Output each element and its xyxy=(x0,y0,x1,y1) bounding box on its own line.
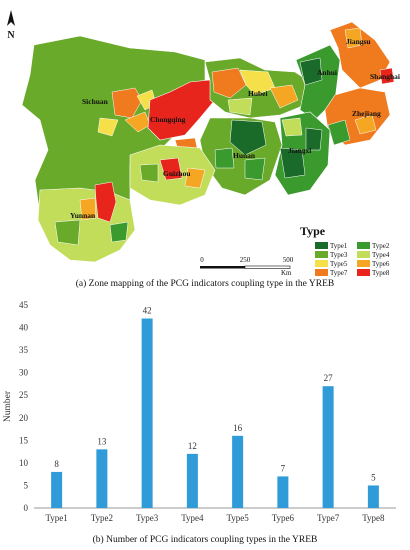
label-chongqing: Chongqing xyxy=(150,115,186,124)
data-label-type8: 5 xyxy=(371,472,376,482)
label-guizhou: Guizhou xyxy=(163,169,191,178)
bar-chart-panel: 0 5 10 15 20 25 30 35 40 45 8 Type1 13 Type2 42 Type3 1… xyxy=(0,290,410,550)
legend-title: Type xyxy=(300,224,326,238)
y-tick-label: 40 xyxy=(19,323,29,333)
label-hunan: Hunan xyxy=(233,151,256,160)
legend-items: Type1 Type2 Type3 Type4 Type5 Type6 Type7 Type8 xyxy=(315,242,390,277)
label-jiangxi: Jiangxi xyxy=(288,146,311,155)
legend-label-type1: Type1 xyxy=(330,242,348,250)
x-tick-label-type4: Type4 xyxy=(181,513,204,523)
data-label-type1: 8 xyxy=(54,459,59,469)
legend-label-type3: Type3 xyxy=(330,251,348,259)
y-tick-label: 10 xyxy=(19,458,29,468)
x-tick-label-type2: Type2 xyxy=(91,513,113,523)
x-tick-label-type3: Type3 xyxy=(136,513,159,523)
x-tick-label-type6: Type6 xyxy=(272,513,295,523)
label-shanghai: Shanghai xyxy=(370,72,400,81)
chart-bars xyxy=(51,318,379,508)
scale-label-0: 0 xyxy=(200,256,204,264)
bar-type4 xyxy=(186,453,198,508)
scale-unit: Km xyxy=(281,269,292,277)
legend-swatch-type6 xyxy=(357,260,370,267)
chart-labels: 8 Type1 13 Type2 42 Type3 12 Type4 16 Type5 7 Type6… xyxy=(45,306,385,523)
north-label: N xyxy=(7,30,15,41)
legend-swatch-type8 xyxy=(357,269,370,276)
legend-swatch-type5 xyxy=(315,260,328,267)
bar-type3 xyxy=(141,318,153,508)
y-tick-label: 5 xyxy=(24,480,29,490)
zone-map: N xyxy=(7,10,400,277)
legend-swatch-type1 xyxy=(315,242,328,249)
zone-map-panel: N xyxy=(7,10,400,289)
label-anhui: Anhui xyxy=(317,68,337,77)
label-zhejiang: Zhejiang xyxy=(352,109,381,118)
legend-label-type4: Type4 xyxy=(372,251,390,259)
bar-type6 xyxy=(277,476,289,508)
x-tick-label-type8: Type8 xyxy=(362,513,385,523)
map-legend: Type Type1 Type2 Type3 Type4 Type5 Type6 Type7… xyxy=(300,224,390,277)
data-label-type7: 27 xyxy=(324,373,334,383)
legend-label-type2: Type2 xyxy=(372,242,390,250)
y-tick-label: 45 xyxy=(19,300,29,310)
data-label-type6: 7 xyxy=(281,463,286,473)
legend-label-type6: Type6 xyxy=(372,260,390,268)
bar-type8 xyxy=(367,485,379,508)
scale-label-500: 500 xyxy=(283,256,294,264)
legend-label-type5: Type5 xyxy=(330,260,348,268)
label-jiangsu: Jiangsu xyxy=(346,37,371,46)
legend-label-type8: Type8 xyxy=(372,269,390,277)
legend-swatch-type3 xyxy=(315,251,328,258)
data-label-type4: 12 xyxy=(188,441,197,451)
y-tick-label: 30 xyxy=(19,368,29,378)
data-label-type2: 13 xyxy=(97,436,107,446)
map-regions xyxy=(21,21,395,263)
legend-swatch-type4 xyxy=(357,251,370,258)
data-label-type5: 16 xyxy=(233,423,243,433)
north-arrow-icon: N xyxy=(7,10,15,41)
map-caption: (a) Zone mapping of the PCG indicators c… xyxy=(75,279,335,289)
y-tick-label: 20 xyxy=(19,413,29,423)
bar-type7 xyxy=(322,386,334,508)
chart-axes: 0 5 10 15 20 25 30 35 40 45 xyxy=(19,300,396,513)
x-tick-label-type5: Type5 xyxy=(226,513,249,523)
y-tick-label: 35 xyxy=(19,345,29,355)
bar-type1 xyxy=(51,471,63,508)
y-tick-label: 15 xyxy=(19,435,29,445)
scale-label-250: 250 xyxy=(240,256,251,264)
bar-chart: 0 5 10 15 20 25 30 35 40 45 8 Type1 13 Type2 42 Type3 1… xyxy=(3,300,396,523)
y-axis-title: Number xyxy=(3,390,13,422)
data-label-type3: 42 xyxy=(143,306,152,316)
x-tick-label-type1: Type1 xyxy=(45,513,67,523)
legend-swatch-type7 xyxy=(315,269,328,276)
province-labels: Sichuan Chongqing Hubei Anhui Jiangsu Sh… xyxy=(70,37,400,220)
bar-type5 xyxy=(232,435,244,508)
legend-label-type7: Type7 xyxy=(330,269,348,277)
label-sichuan: Sichuan xyxy=(82,97,109,106)
chart-caption: (b) Number of PCG indicators coupling ty… xyxy=(92,535,318,545)
label-yunnan: Yunnan xyxy=(70,211,96,220)
x-tick-label-type7: Type7 xyxy=(317,513,340,523)
y-tick-label: 0 xyxy=(24,503,29,513)
legend-swatch-type2 xyxy=(357,242,370,249)
bar-type2 xyxy=(96,449,108,508)
label-hubei: Hubei xyxy=(248,89,268,98)
scale-bar: 0 250 500 Km xyxy=(200,256,294,277)
y-tick-label: 25 xyxy=(19,390,29,400)
